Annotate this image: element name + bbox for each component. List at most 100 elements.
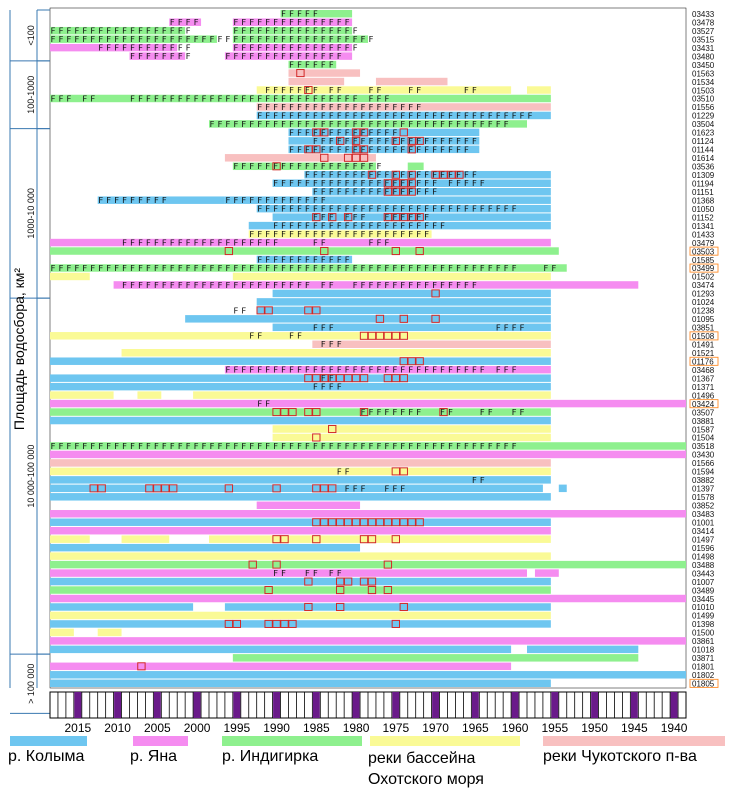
box-01309 (455, 170, 464, 179)
flag-f-03468: F (313, 365, 318, 375)
station-id-01152: 01152 (692, 213, 714, 222)
flag-f-03504: F (225, 119, 230, 129)
station-id-labels: 0343303478035270351503431034800345001563… (689, 10, 719, 689)
flag-f-03515: F (265, 34, 270, 44)
station-id-01176: 01176 (692, 357, 714, 366)
flag-f-03504: F (345, 119, 350, 129)
flag-f-01623: F (289, 127, 294, 137)
flag-f-01194: F (289, 178, 294, 188)
flag-f-01194: F (376, 178, 381, 188)
box-01623 (312, 128, 321, 137)
flag-f-03479: F (194, 238, 199, 248)
bar-03536 (232, 162, 376, 171)
flag-f-03474: F (424, 280, 429, 290)
flag-f-01433: F (273, 229, 278, 239)
station-id-01566: 01566 (692, 459, 715, 468)
flag-f-03431: F (329, 43, 334, 53)
flag-f-03499: F (408, 263, 413, 273)
flag-f-01367: F (329, 373, 334, 383)
bar-03851 (272, 323, 551, 332)
flag-f-01433: F (384, 229, 389, 239)
flag-f-03468: F (257, 365, 262, 375)
flag-f-03499: F (440, 263, 445, 273)
bar-01503 (527, 86, 551, 94)
flag-f-03504: F (241, 119, 246, 129)
flag-f-01368: F (98, 195, 103, 205)
flag-f-01341: F (297, 221, 302, 231)
box-01367 (391, 374, 400, 383)
flag-f-01151: F (432, 187, 437, 197)
flag-f-01397: F (353, 483, 358, 493)
flag-f-01124: F (384, 136, 389, 146)
flag-f-03518: F (233, 441, 238, 451)
flag-f-03518: F (162, 441, 167, 451)
flag-f-01556: F (329, 102, 334, 112)
box-01587 (328, 424, 337, 434)
flag-f-03518: F (154, 441, 159, 451)
box-01176 (415, 357, 424, 366)
flag-f-03431: F (337, 43, 342, 53)
year-cell-marked (630, 692, 638, 718)
flag-f-03507: F (480, 407, 485, 417)
flag-f-01229: F (408, 110, 413, 120)
flag-f-03479: F (241, 238, 246, 248)
flag-f-01050: F (281, 204, 286, 214)
flag-f-03527: F (186, 26, 191, 36)
flag-f-03518: F (106, 441, 111, 451)
station-id-01521: 01521 (692, 349, 715, 358)
flag-f-03499: F (512, 263, 517, 273)
flag-f-03499: F (496, 263, 501, 273)
flag-f-03527: F (130, 26, 135, 36)
bar-03478 (232, 18, 353, 26)
flag-f-03499: F (297, 263, 302, 273)
box-01238 (256, 306, 265, 315)
flag-f-01151: F (416, 187, 421, 197)
box-01397 (145, 484, 154, 493)
flag-f-03851: F (504, 322, 509, 332)
station-id-03480: 03480 (692, 52, 715, 61)
flag-f-01397: F (400, 483, 405, 493)
flag-f-01229: F (488, 110, 493, 120)
flag-f-01433: F (424, 229, 429, 239)
flag-f-01433: F (361, 229, 366, 239)
flag-f-03480: F (241, 51, 246, 61)
station-id-01050: 01050 (692, 205, 715, 214)
flag-f-01050: F (424, 204, 429, 214)
flag-f-01050: F (345, 204, 350, 214)
flag-f-01151: F (329, 187, 334, 197)
flag-f-01397: F (392, 483, 397, 493)
flag-f-01368: F (106, 195, 111, 205)
station-id-03861: 03861 (692, 637, 715, 646)
flag-f-03510: F (265, 93, 270, 103)
flag-f-03510: F (369, 93, 374, 103)
flag-f-03474: F (376, 280, 381, 290)
box-03489 (383, 586, 393, 595)
flag-f-03499: F (551, 263, 556, 273)
flag-f-01194: F (464, 178, 469, 188)
flag-f-03480: F (337, 51, 342, 61)
flag-f-01341: F (289, 221, 294, 231)
flag-f-03536: F (376, 161, 381, 171)
flag-f-03518: F (448, 441, 453, 451)
box-01152 (415, 213, 424, 222)
flag-f-01229: F (512, 110, 517, 120)
bar-03871 (232, 654, 639, 662)
flag-f-01341: F (361, 221, 366, 231)
flag-f-01144: F (345, 144, 350, 154)
flag-f-03479: F (146, 238, 151, 248)
flag-f-03468: F (241, 365, 246, 375)
flag-f-03518: F (313, 441, 318, 451)
flag-f-03478: F (337, 17, 342, 27)
flag-f-01050: F (257, 204, 262, 214)
station-id-01801: 01801 (692, 663, 715, 672)
station-id-01497: 01497 (692, 535, 715, 544)
flag-f-03499: F (202, 263, 207, 273)
box-01623 (351, 128, 361, 137)
flag-f-01050: F (321, 204, 326, 214)
flag-f-01309: F (345, 170, 350, 180)
box-01095 (431, 314, 440, 323)
flag-f-03518: F (400, 441, 405, 451)
year-cell-marked (352, 692, 360, 718)
flag-f-03504: F (488, 119, 493, 129)
flag-f-03507: F (440, 407, 445, 417)
